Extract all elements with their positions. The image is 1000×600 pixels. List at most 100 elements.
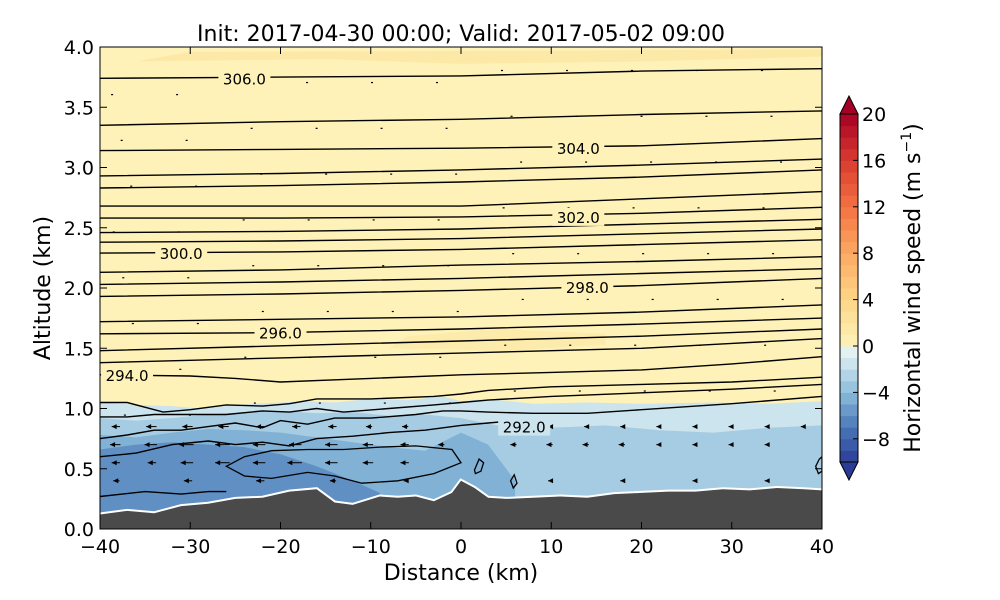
closed-contour <box>224 445 462 484</box>
contour-label: 300.0 <box>160 245 203 263</box>
colorbar-segment <box>840 206 858 219</box>
contour-label-bg <box>552 139 605 158</box>
wind-dot <box>445 127 448 129</box>
colorbar-segment <box>840 183 858 196</box>
wind-dot <box>632 207 635 209</box>
wind-dot <box>179 368 182 370</box>
wind-arrow <box>546 442 553 448</box>
wind-dot <box>764 344 767 346</box>
wind-arrow <box>800 424 806 430</box>
colorbar-label: Horizontal wind speed (m s−1) <box>899 123 926 453</box>
wind-arrow <box>656 424 662 430</box>
wind-arrow <box>146 424 157 430</box>
contour-label-bg <box>254 323 307 342</box>
wind-arrow <box>764 442 770 448</box>
wind-arrow <box>692 424 698 430</box>
wind-arrow <box>252 460 266 466</box>
contour-label-bg <box>552 207 605 226</box>
wind-dot <box>260 173 263 175</box>
contour-label-bg <box>101 365 154 384</box>
wind-dot <box>642 253 645 255</box>
wind-arrow <box>362 460 374 466</box>
wind-arrow <box>182 424 193 430</box>
wind-arrow <box>147 460 157 466</box>
wind-dot <box>565 69 568 72</box>
colorbar-tick-label: −4 <box>862 382 890 404</box>
x-tick-label: 10 <box>539 536 563 558</box>
x-tick-label: 40 <box>810 536 834 558</box>
wind-dot <box>708 390 711 392</box>
wind-dot <box>306 81 309 84</box>
colorbar-tick-label: 8 <box>862 243 874 265</box>
colorbar-label-exponent: −1 <box>899 132 915 153</box>
wind-dot <box>502 207 505 209</box>
wind-dot <box>780 161 783 163</box>
y-tick-label: 1.5 <box>64 338 94 360</box>
colorbar-segment <box>840 450 858 463</box>
chart-title: Init: 2017-04-30 00:00; Valid: 2017-05-0… <box>197 22 725 47</box>
wind-dot <box>188 414 191 416</box>
isentrope-line <box>100 169 822 189</box>
wind-arrow <box>218 424 229 430</box>
isentrope-line <box>100 337 822 364</box>
wind-dot <box>634 344 637 346</box>
isentrope-line <box>100 228 822 243</box>
x-axis-ticks: −40 −30 −20 −10 0 10 20 30 40 <box>80 47 834 558</box>
wind-arrow <box>252 442 266 448</box>
wind-arrow <box>110 442 121 448</box>
y-tick-label: 3.5 <box>64 97 94 119</box>
wind-dot <box>699 344 702 346</box>
wind-dot <box>575 115 578 117</box>
wind-arrow <box>400 442 409 448</box>
wind-dot <box>177 231 180 233</box>
y-tick-label: 0.0 <box>64 519 94 541</box>
wind-vector-layer <box>110 69 806 484</box>
colorbar-extend-max <box>839 94 859 115</box>
colorbar-segment <box>840 311 858 324</box>
wind-dot <box>371 81 374 84</box>
wind-arrow <box>620 478 626 484</box>
wind-dot <box>697 207 700 209</box>
colorbar-tick-label: 16 <box>862 150 886 172</box>
wind-dot <box>390 173 393 175</box>
wind-dot <box>715 161 718 163</box>
isentrope-line <box>100 158 822 177</box>
wind-arrow <box>620 424 626 430</box>
wind-arrow <box>325 442 338 448</box>
wind-dot <box>317 265 320 267</box>
colorbar-segment <box>840 415 858 428</box>
colorbar-tick-label: 0 <box>862 336 874 358</box>
wind-arrow <box>256 424 265 430</box>
colorbar: −8 −4 0 4 8 12 16 20 Horizontal wind speed (m s… <box>839 94 926 482</box>
isentrope-line <box>100 218 822 234</box>
colorbar-segment <box>840 357 858 370</box>
colorbar-segment <box>840 346 858 359</box>
isentrope-line <box>100 304 822 323</box>
wind-dot <box>447 265 450 267</box>
wind-arrow <box>328 424 337 430</box>
x-tick-label: 20 <box>629 536 653 558</box>
wind-dot <box>585 161 588 163</box>
wind-dot <box>120 139 123 141</box>
wind-dot <box>196 322 199 325</box>
x-tick-label: −40 <box>80 536 120 558</box>
wind-dot <box>650 161 653 163</box>
wind-arrow <box>144 442 158 448</box>
wind-dot <box>448 402 451 404</box>
plot-area: 306.0 304.0 302.0 300.0 298.0 296.0 294.0 292.0 <box>100 47 822 529</box>
colorbar-label-main: Horizontal wind speed (m s <box>901 152 926 452</box>
wind-dot <box>436 81 439 84</box>
isentrope-line <box>100 490 227 498</box>
wind-dot <box>244 356 247 358</box>
wind-arrow <box>584 424 590 430</box>
wind-dot <box>380 127 383 129</box>
colorbar-tick-label: 20 <box>862 104 886 126</box>
colorbar-label-close: ) <box>901 123 926 132</box>
isentrope-line <box>100 356 822 383</box>
wind-dot <box>716 298 719 301</box>
wind-arrow <box>402 424 409 430</box>
wind-arrow <box>113 478 120 484</box>
wind-dot <box>131 322 134 325</box>
x-axis-label: Distance (km) <box>384 561 539 586</box>
x-tick-label: −30 <box>170 536 210 558</box>
